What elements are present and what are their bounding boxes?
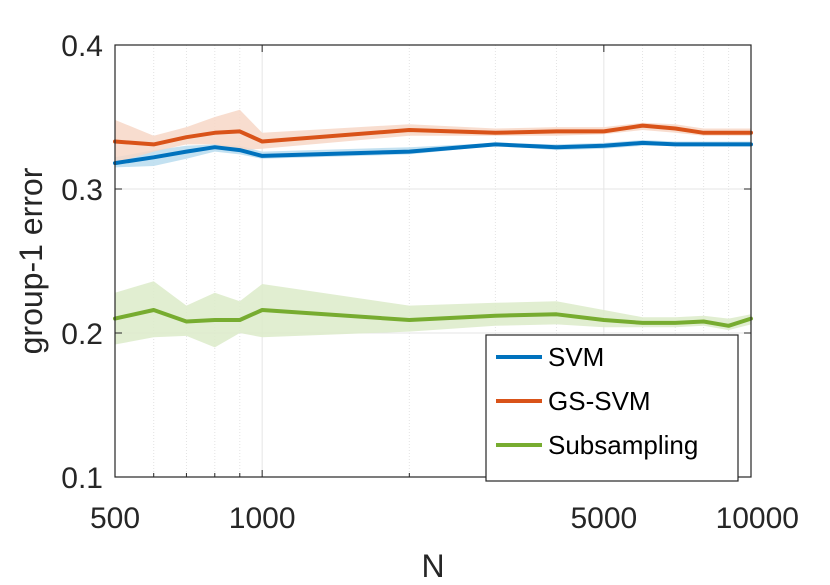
legend-label-svm: SVM [548, 342, 604, 372]
x-tick-label: 500 [90, 502, 140, 535]
line-gs-svm [113, 123, 753, 147]
series-lines [113, 123, 753, 328]
band-subsampling [115, 281, 751, 348]
legend-box [485, 334, 739, 482]
y-axis-label: group-1 error [13, 167, 49, 354]
band-gs-svm [115, 109, 751, 164]
legend: SVM GS-SVM Subsampling [485, 334, 739, 482]
x-axis-label: N [421, 548, 444, 584]
y-tick-label: 0.4 [61, 30, 103, 63]
line-svm [113, 140, 753, 166]
legend-label-subsampling: Subsampling [548, 430, 698, 460]
legend-label-gs-svm: GS-SVM [548, 386, 651, 416]
x-tick-label: 10000 [716, 502, 799, 535]
y-tick-label: 0.2 [61, 318, 103, 351]
tick-labels: 500 1000 5000 10000 0.1 0.2 0.3 0.4 [61, 30, 799, 535]
x-tick-label: 5000 [570, 502, 637, 535]
axes-box [114, 44, 752, 478]
line-subsampling [113, 308, 753, 328]
y-tick-label: 0.1 [61, 462, 103, 495]
y-tick-label: 0.3 [61, 174, 103, 207]
x-tick-label: 1000 [229, 502, 296, 535]
